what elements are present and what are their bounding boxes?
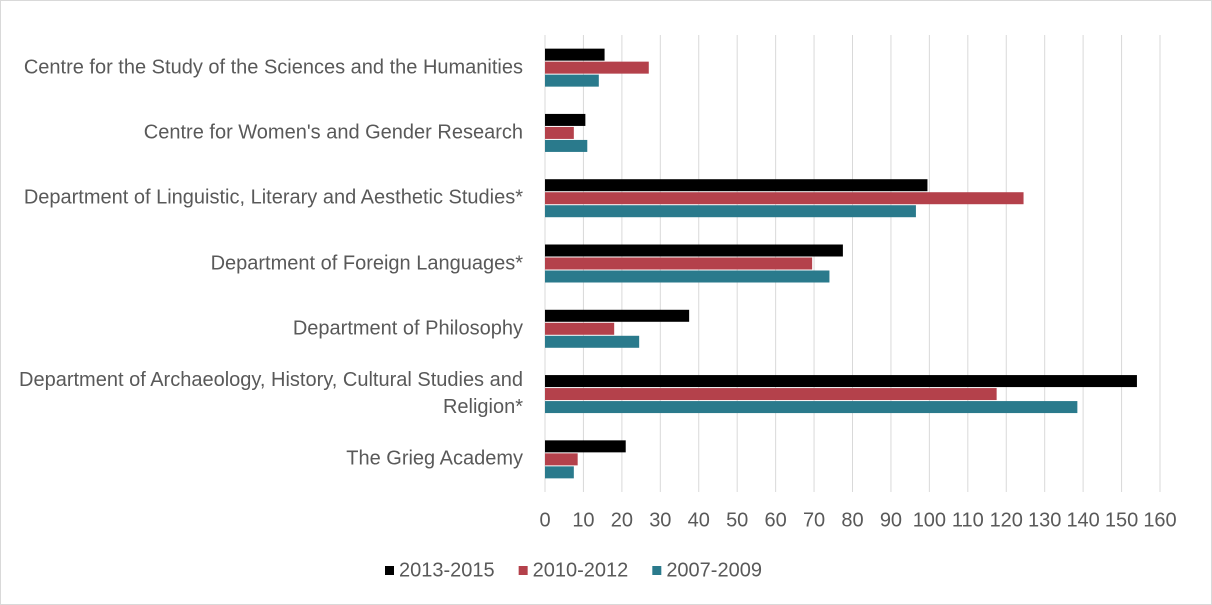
category-label: The Grieg Academy xyxy=(346,447,523,470)
bar xyxy=(545,401,1078,414)
bar xyxy=(545,48,605,61)
x-tick-label: 50 xyxy=(726,509,748,531)
bar xyxy=(545,139,588,152)
bar xyxy=(545,205,916,218)
x-tick-label: 30 xyxy=(649,509,671,531)
bar xyxy=(545,257,813,270)
bar xyxy=(545,244,843,257)
bar xyxy=(545,74,599,87)
x-tick-label: 0 xyxy=(539,509,550,531)
bar xyxy=(545,309,690,322)
category-label: Department of Archaeology, History, Cult… xyxy=(19,369,523,419)
x-tick-label: 140 xyxy=(1066,509,1099,531)
x-tick-label: 110 xyxy=(952,509,984,531)
legend-swatch xyxy=(652,566,662,575)
x-tick-label: 130 xyxy=(1028,509,1061,531)
legend-swatch xyxy=(385,566,394,575)
x-tick-label: 20 xyxy=(611,509,633,531)
bar xyxy=(545,453,578,466)
legend-label: 2010-2012 xyxy=(533,559,629,581)
x-tick-label: 160 xyxy=(1143,509,1176,531)
bar xyxy=(545,466,574,479)
category-label: Department of Linguistic, Literary and A… xyxy=(23,186,523,209)
bar xyxy=(545,61,649,74)
x-tick-label: 80 xyxy=(841,509,863,531)
bar xyxy=(545,335,640,348)
x-tick-label: 60 xyxy=(765,509,787,531)
category-label: Centre for the Study of the Sciences and… xyxy=(23,56,523,79)
legend-swatch xyxy=(518,566,528,575)
bar xyxy=(545,126,574,139)
x-tick-label: 10 xyxy=(572,509,594,531)
bar xyxy=(545,388,997,401)
x-tick-label: 70 xyxy=(803,509,825,531)
category-label: Department of Foreign Languages* xyxy=(210,252,523,274)
category-label: Department of Philosophy xyxy=(292,317,523,340)
bar xyxy=(545,192,1024,205)
x-tick-label: 40 xyxy=(688,509,710,531)
legend-label: 2007-2009 xyxy=(666,559,762,581)
bar xyxy=(545,113,586,126)
bar xyxy=(545,375,1137,388)
legend-label: 2013-2015 xyxy=(399,559,495,581)
bar xyxy=(545,440,626,453)
x-tick-label: 100 xyxy=(913,509,946,531)
x-tick-label: 120 xyxy=(990,509,1023,531)
bar xyxy=(545,270,830,283)
bar xyxy=(545,322,615,335)
x-tick-label: 150 xyxy=(1105,509,1138,531)
bar xyxy=(545,179,928,192)
x-tick-label: 90 xyxy=(880,509,902,531)
category-label: Centre for Women's and Gender Research xyxy=(143,121,523,144)
